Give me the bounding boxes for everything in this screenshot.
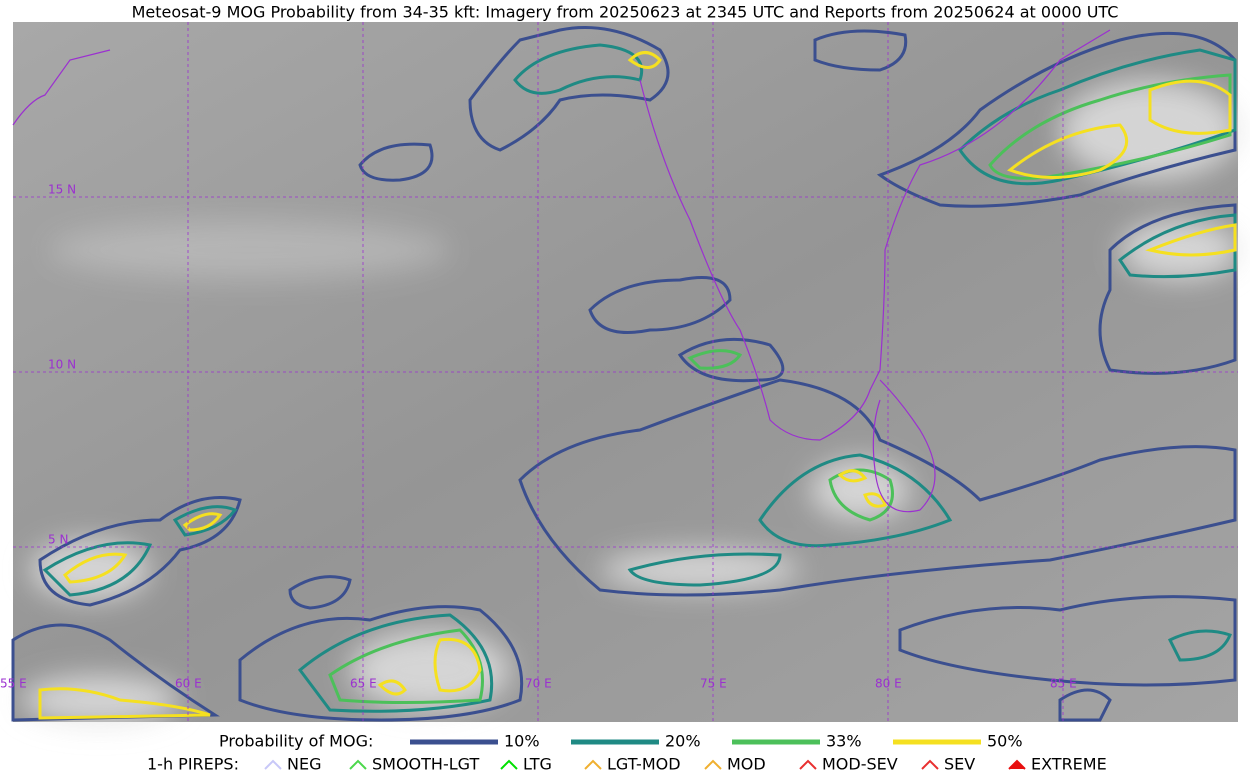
legend-label: 20%: [665, 732, 701, 751]
lon-label: 85 E: [1050, 677, 1077, 691]
pirep-icon: [264, 759, 282, 770]
legend-label: SEV: [944, 755, 975, 774]
legend-title: 1-h PIREPS:: [147, 755, 239, 774]
legend-label: 10%: [504, 732, 540, 751]
lon-label: 80 E: [875, 677, 902, 691]
contours: [13, 28, 1235, 721]
lat-label: 10 N: [48, 358, 76, 372]
legend-label: LTG: [523, 755, 552, 774]
legend-label: EXTREME: [1031, 755, 1107, 774]
lon-label: 75 E: [700, 677, 727, 691]
coastline: [12, 29, 1111, 513]
legend: Probability of MOG: 1-h PIREPS: 10% 20% 33…: [147, 732, 1107, 774]
map: 15 N 10 N 5 N 55 E 60 E 65 E 70 E 75 E 80 E 85 E: [0, 22, 1240, 725]
pirep-icon: [921, 759, 939, 770]
pirep-icon: [799, 759, 817, 770]
pirep-icon: [584, 759, 602, 770]
pirep-icon: [704, 759, 722, 770]
legend-label: LGT-MOD: [607, 755, 681, 774]
lon-label: 70 E: [525, 677, 552, 691]
legend-label: MOD: [727, 755, 766, 774]
legend-label: SMOOTH-LGT: [372, 755, 479, 774]
pirep-icon: [1008, 759, 1026, 770]
graticule: 15 N 10 N 5 N 55 E 60 E 65 E 70 E 75 E 80 E 85 E: [0, 22, 1238, 722]
legend-label: MOD-SEV: [822, 755, 898, 774]
lat-label: 15 N: [48, 183, 76, 197]
lon-label: 55 E: [0, 677, 27, 691]
legend-label: 33%: [826, 732, 862, 751]
legend-label: NEG: [287, 755, 321, 774]
legend-title: Probability of MOG:: [219, 732, 373, 751]
lon-label: 65 E: [350, 677, 377, 691]
legend-label: 50%: [987, 732, 1023, 751]
pirep-icon: [349, 759, 367, 770]
title: Meteosat-9 MOG Probability from 34-35 kf…: [132, 3, 1119, 22]
lat-label: 5 N: [48, 533, 68, 547]
pirep-icon: [500, 759, 518, 770]
lon-label: 60 E: [175, 677, 202, 691]
